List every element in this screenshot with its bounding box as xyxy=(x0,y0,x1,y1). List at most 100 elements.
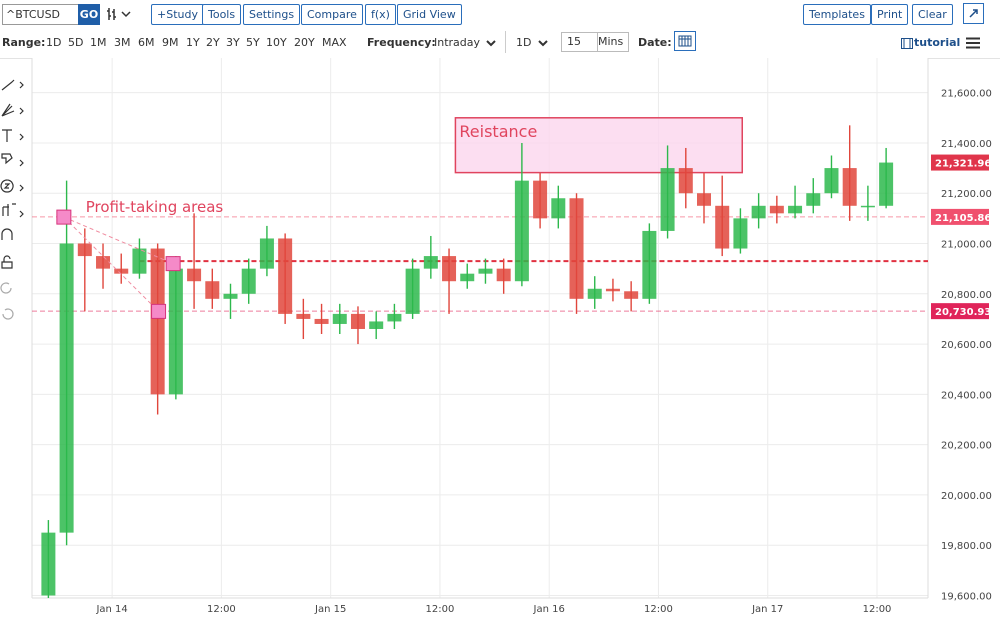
price-tag xyxy=(931,208,989,225)
candle-body xyxy=(806,193,821,206)
candle-body xyxy=(860,205,875,208)
candle-body xyxy=(223,293,238,299)
y-tick-label: 20,400.00 xyxy=(941,390,992,401)
toolbar-button[interactable]: Print xyxy=(871,4,909,25)
tutorial-link[interactable]: tutorial xyxy=(914,36,961,49)
range-option[interactable]: 5Y xyxy=(246,36,260,49)
y-tick-label: 20,200.00 xyxy=(941,441,992,452)
toolbar-button[interactable]: Tools xyxy=(202,4,242,25)
date-label: Date: xyxy=(638,36,672,49)
frequency-select[interactable]: Intraday xyxy=(434,36,481,49)
x-tick-label: Jan 17 xyxy=(751,604,783,615)
interval-input[interactable]: 15 xyxy=(561,32,598,52)
candle-body xyxy=(114,268,129,274)
separator xyxy=(505,31,506,53)
y-tick-label: 21,400.00 xyxy=(941,139,992,150)
profit-marker xyxy=(151,303,167,319)
range-option[interactable]: 1M xyxy=(90,36,107,49)
range-option[interactable]: MAX xyxy=(322,36,347,49)
range-option[interactable]: 10Y xyxy=(266,36,287,49)
toolbar-button[interactable]: Clear xyxy=(912,4,953,25)
price-tag-label: 20,730.93 xyxy=(935,307,991,318)
y-tick-label: 19,600.00 xyxy=(941,591,992,602)
dropdown-arrow xyxy=(538,40,548,47)
range-option[interactable]: 9M xyxy=(162,36,179,49)
toolbar-button[interactable]: Compare xyxy=(301,4,363,25)
x-tick-label: 12:00 xyxy=(863,604,892,615)
tool-fan[interactable] xyxy=(1,103,24,117)
range-option[interactable]: 3Y xyxy=(226,36,240,49)
candle-body xyxy=(168,268,183,395)
candle-body xyxy=(478,268,493,274)
toolbar-button[interactable]: +Study xyxy=(151,4,204,25)
candle-body xyxy=(296,313,311,319)
candle-body xyxy=(678,168,693,194)
resistance-zone xyxy=(454,117,743,174)
candle-body xyxy=(587,288,602,299)
tutorial-icon xyxy=(901,38,913,49)
candle-body xyxy=(405,268,420,314)
x-tick-label: Jan 16 xyxy=(533,604,565,615)
range-option[interactable]: 1D xyxy=(46,36,62,49)
profit-marker xyxy=(56,209,72,225)
candle-body xyxy=(460,273,475,282)
dropdown-arrow xyxy=(486,40,496,47)
candle-body xyxy=(879,162,894,206)
toolbar: ^BTCUSD GO +Study Tools Settings Compare f(x… xyxy=(0,0,1000,28)
candle-body xyxy=(514,180,529,282)
candle-body xyxy=(824,168,839,194)
expand-button[interactable] xyxy=(963,3,984,24)
tool-callout[interactable] xyxy=(1,153,24,167)
candle-body xyxy=(624,291,639,299)
tool-lock[interactable] xyxy=(1,255,13,269)
candle-body xyxy=(259,238,274,269)
toolbar-button[interactable]: Grid View xyxy=(397,4,462,25)
candle-body xyxy=(442,256,457,282)
range-option[interactable]: 3M xyxy=(114,36,131,49)
range-option[interactable]: 1Y xyxy=(186,36,200,49)
date-button[interactable] xyxy=(674,31,696,51)
range-option[interactable]: 5D xyxy=(68,36,84,49)
x-tick-label: Jan 14 xyxy=(95,604,127,615)
toolbar-button[interactable]: Templates xyxy=(803,4,871,25)
tool-magnet[interactable] xyxy=(1,228,13,240)
tool-text[interactable] xyxy=(2,129,24,142)
tool-redo[interactable] xyxy=(2,308,14,320)
candle-body xyxy=(350,313,365,329)
candle-body xyxy=(769,205,784,214)
candle-body xyxy=(533,180,548,219)
candle-body xyxy=(59,243,74,533)
price-tag xyxy=(931,154,989,171)
range-option[interactable]: 2Y xyxy=(206,36,220,49)
range-option[interactable]: 6M xyxy=(138,36,155,49)
candle-body xyxy=(569,198,584,299)
candle-body xyxy=(788,205,803,214)
tool-line[interactable] xyxy=(1,79,24,91)
tool-count[interactable] xyxy=(0,179,24,193)
candle-body xyxy=(77,243,92,257)
candle-body xyxy=(241,268,256,294)
profit-marker xyxy=(165,256,181,272)
menu-icon[interactable] xyxy=(966,37,980,49)
candle-body xyxy=(605,288,620,292)
candle-body xyxy=(278,238,293,314)
toolbar-button[interactable]: Settings xyxy=(243,4,301,25)
candle-body xyxy=(387,313,402,322)
range-label: Range: xyxy=(2,36,46,49)
period-select[interactable]: 1D xyxy=(516,36,532,49)
candle-body xyxy=(496,268,511,282)
candle-body xyxy=(41,532,56,596)
toolbar-button[interactable]: f(x) xyxy=(365,4,396,25)
tool-measure[interactable] xyxy=(2,203,24,218)
range-option[interactable]: 20Y xyxy=(294,36,315,49)
drawing-tools xyxy=(0,79,24,320)
range-bar: Range: 1D 5D 1M 3M 6M 9M 1Y 2Y 3Y 5Y 10Y 20Y MAX Fre… xyxy=(0,28,1000,59)
tool-undo[interactable] xyxy=(0,282,12,294)
candle-body xyxy=(187,268,202,282)
connector xyxy=(63,216,159,312)
x-tick-label: 12:00 xyxy=(207,604,236,615)
candle-body xyxy=(751,205,766,219)
go-button[interactable]: GO xyxy=(78,4,100,25)
chart-type-icon[interactable] xyxy=(106,6,136,22)
